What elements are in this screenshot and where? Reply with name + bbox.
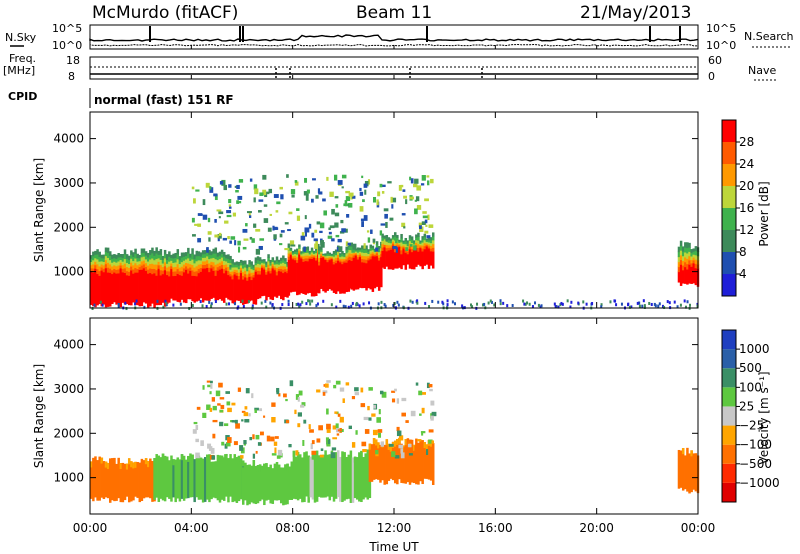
power-segment-5 (318, 245, 351, 294)
power-colorbar-cell-0 (722, 274, 736, 296)
nsky-label: N.Sky (5, 31, 37, 44)
velocity-colorbar-tick-1: 500 (739, 361, 762, 375)
velocity-ylabel: Slant Range [km] (32, 364, 46, 468)
velocity-colorbar-cell-6 (722, 368, 736, 388)
power-colorbar-cell-6 (722, 142, 736, 164)
x-tick-labels: 00:00 04:00 08:00 12:00 16:00 20:00 00:00 (73, 45, 716, 535)
sky-tick-low: 10^0 (52, 39, 82, 52)
velocity-scatter (192, 380, 437, 460)
date-title: 21/May/2013 (580, 3, 692, 23)
x-tick-label-4: 16:00 (478, 521, 513, 535)
cpid-mode: normal (fast) 151 RF (94, 93, 234, 107)
power-colorbar-tick-4: 20 (739, 179, 754, 193)
velocity-colorbar-tick-3: 25 (739, 399, 754, 413)
power-colorbar-tick-2: 12 (739, 223, 754, 237)
velocity-segment-2 (242, 460, 296, 506)
x-tick-label-0: 00:00 (73, 521, 108, 535)
search-tick-low: 10^0 (706, 39, 736, 52)
velocity-colorbar-cell-1 (722, 463, 736, 483)
power-panel: 1000 2000 3000 4000 Slant Range [km] (32, 111, 700, 311)
velocity-colorbar-cell-2 (722, 444, 736, 464)
velocity-segment-4 (368, 437, 435, 485)
power-colorbar-cell-2 (722, 230, 736, 252)
velocity-ytick-label-2: 3000 (53, 382, 84, 396)
nave-tick-low: 0 (708, 70, 715, 83)
nave-label: Nave (748, 64, 776, 77)
power-segment-8 (677, 240, 700, 287)
sky-tick-high: 10^5 (52, 22, 82, 35)
velocity-colorbar-tick-6: −500 (739, 457, 772, 471)
power-colorbar-tick-3: 16 (739, 201, 754, 215)
power-colorbar-cell-4 (722, 186, 736, 208)
freq-unit-label: [MHz] (3, 64, 35, 77)
search-tick-high: 10^5 (706, 22, 736, 35)
freq-tick-low: 8 (68, 70, 75, 83)
power-colorbar-cell-5 (722, 164, 736, 186)
velocity-colorbar: 1000 500 100 25 −25 −100 −500 −1000 (721, 329, 780, 503)
velocity-colorbar-tick-2: 100 (739, 380, 762, 394)
velocity-panel: 1000 2000 3000 4000 Slant Range [km] (32, 317, 700, 515)
x-tick-label-1: 04:00 (174, 521, 209, 535)
nave-tick-high: 60 (708, 54, 722, 67)
sky-traces (89, 26, 699, 47)
velocity-colorbar-tick-5: −100 (739, 438, 772, 452)
power-colorbar-cell-1 (722, 252, 736, 274)
velocity-colorbar-tick-0: 1000 (739, 342, 770, 356)
x-axis-label: Time UT (368, 540, 419, 554)
freq-label: Freq. (9, 52, 36, 65)
velocity-ytick-label-0: 1000 (53, 471, 84, 485)
velocity-colorbar-tick-7: −1000 (739, 476, 780, 490)
nsearch-label: N.Search (744, 30, 794, 43)
velocity-colorbar-cell-4 (722, 406, 736, 426)
velocity-colorbar-tick-4: −25 (739, 419, 764, 433)
velocity-axes: 1000 2000 3000 4000 (53, 318, 699, 514)
power-colorbar-tick-6: 28 (739, 135, 754, 149)
power-ylabel: Slant Range [km] (32, 158, 46, 262)
x-tick-label-5: 20:00 (579, 521, 614, 535)
x-tick-label-2: 08:00 (275, 521, 310, 535)
power-colorbar-tick-1: 8 (739, 245, 747, 259)
velocity-ytick-label-3: 4000 (53, 338, 84, 352)
freq-traces (90, 66, 698, 78)
cpid-label: CPID (8, 90, 37, 103)
power-colorbar-label: Power [dB] (757, 181, 771, 246)
power-colorbar-cell-3 (722, 208, 736, 230)
velocity-colorbar-cell-0 (722, 482, 736, 502)
velocity-colorbar-label: Velocity [m s⁻¹] (757, 371, 771, 464)
velocity-colorbar-cell-8 (722, 330, 736, 350)
power-segment-4 (287, 243, 320, 297)
x-tick-label-3: 12:00 (377, 521, 412, 535)
station-title: McMurdo (fitACF) (92, 3, 238, 23)
power-data (90, 174, 700, 311)
velocity-segment-0 (90, 456, 156, 503)
velocity-data (90, 380, 700, 506)
x-tick-label-6: 00:00 (681, 521, 716, 535)
velocity-segment-1 (153, 453, 245, 503)
power-colorbar: 4 8 12 16 20 24 28 (721, 119, 754, 297)
power-colorbar-tick-5: 24 (739, 157, 754, 171)
power-colorbar-cell-7 (722, 120, 736, 142)
velocity-colorbar-cell-3 (722, 425, 736, 445)
velocity-segment-5 (677, 447, 700, 494)
power-axes: 1000 2000 3000 4000 (53, 112, 699, 308)
power-segment-0 (90, 247, 169, 308)
power-segment-1 (166, 247, 232, 304)
power-ytick-label-2: 3000 (53, 176, 84, 190)
power-ytick-label-1: 2000 (53, 220, 84, 234)
power-colorbar-tick-0: 4 (739, 267, 747, 281)
velocity-colorbar-cell-5 (722, 387, 736, 407)
power-ytick-label-0: 1000 (53, 265, 84, 279)
velocity-ytick-label-1: 2000 (53, 426, 84, 440)
freq-tick-high: 18 (66, 54, 80, 67)
beam-title: Beam 11 (356, 3, 432, 23)
power-segment-3 (254, 254, 289, 301)
power-ytick-label-3: 4000 (53, 132, 84, 146)
velocity-colorbar-cell-7 (722, 349, 736, 369)
